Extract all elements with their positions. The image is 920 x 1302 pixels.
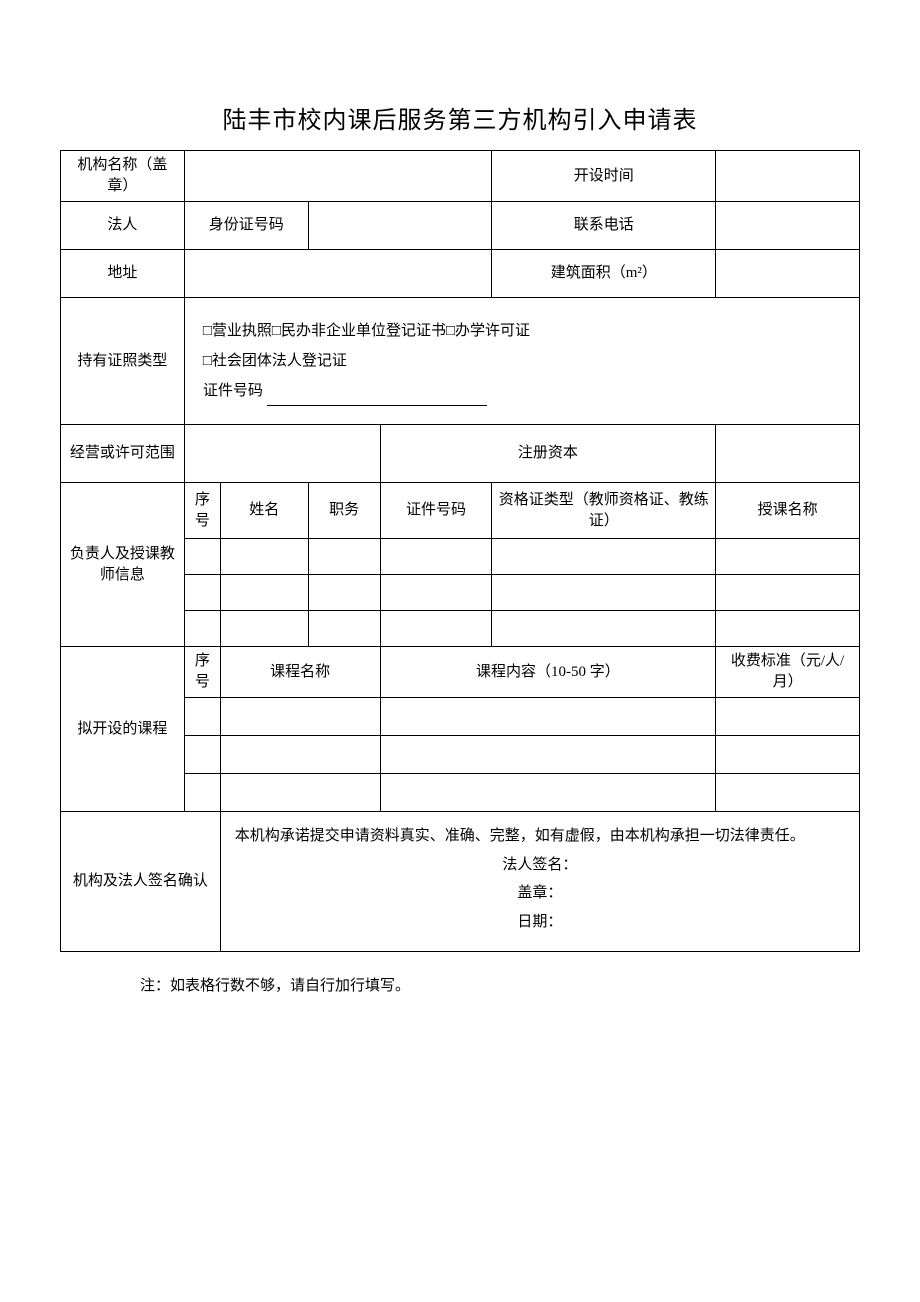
teacher-header-name: 姓名 (220, 483, 308, 539)
date-label: 日期： (235, 908, 845, 937)
table-row[interactable] (184, 539, 220, 575)
sign-label: 法人签名： (235, 851, 845, 880)
table-row[interactable] (716, 736, 860, 774)
table-row[interactable] (492, 575, 716, 611)
table-row[interactable] (220, 774, 380, 812)
phone-label: 联系电话 (492, 202, 716, 250)
scope-label: 经营或许可范围 (61, 425, 185, 483)
table-row[interactable] (220, 611, 308, 647)
cert-no-label: 证件号码 (203, 383, 263, 399)
cert-no-input[interactable] (267, 405, 487, 406)
legal-person-label: 法人 (61, 202, 185, 250)
scope-input[interactable] (184, 425, 380, 483)
table-row[interactable] (308, 539, 380, 575)
course-header-content: 课程内容（10-50 字） (380, 647, 716, 698)
confirm-content[interactable]: 本机构承诺提交申请资料真实、准确、完整，如有虚假，由本机构承担一切法律责任。 法… (220, 812, 859, 952)
table-row[interactable] (220, 736, 380, 774)
address-input[interactable] (184, 250, 492, 298)
org-name-input[interactable] (184, 151, 492, 202)
course-header-fee: 收费标准（元/人/月） (716, 647, 860, 698)
confirm-label: 机构及法人签名确认 (61, 812, 221, 952)
table-row[interactable] (380, 774, 716, 812)
id-number-label: 身份证号码 (184, 202, 308, 250)
promise-text: 本机构承诺提交申请资料真实、准确、完整，如有虚假，由本机构承担一切法律责任。 (235, 822, 845, 851)
license-type-label: 持有证照类型 (61, 298, 185, 425)
table-row[interactable] (220, 575, 308, 611)
table-row[interactable] (184, 611, 220, 647)
address-label: 地址 (61, 250, 185, 298)
teacher-header-coursename: 授课名称 (716, 483, 860, 539)
table-row[interactable] (184, 774, 220, 812)
table-row[interactable] (716, 575, 860, 611)
teacher-header-seq: 序号 (184, 483, 220, 539)
table-row[interactable] (716, 539, 860, 575)
license-options-cell[interactable]: □营业执照□民办非企业单位登记证书□办学许可证 □社会团体法人登记证 证件号码 (184, 298, 859, 425)
area-label: 建筑面积（m²） (492, 250, 716, 298)
course-header-name: 课程名称 (220, 647, 380, 698)
id-number-input[interactable] (308, 202, 492, 250)
table-row[interactable] (492, 611, 716, 647)
table-row[interactable] (380, 539, 492, 575)
license-opt-business[interactable]: □营业执照 (203, 323, 272, 339)
table-row[interactable] (184, 736, 220, 774)
teacher-header-position: 职务 (308, 483, 380, 539)
footer-note: 注：如表格行数不够，请自行加行填写。 (140, 974, 860, 995)
table-row[interactable] (184, 575, 220, 611)
table-row[interactable] (716, 611, 860, 647)
course-section-label: 拟开设的课程 (61, 647, 185, 812)
teacher-header-certno: 证件号码 (380, 483, 492, 539)
application-form-table: 机构名称（盖章） 开设时间 法人 身份证号码 联系电话 地址 建筑面积（m²） … (60, 150, 860, 952)
table-row[interactable] (184, 698, 220, 736)
page-title: 陆丰市校内课后服务第三方机构引入申请表 (60, 100, 860, 135)
table-row[interactable] (220, 698, 380, 736)
open-time-label: 开设时间 (492, 151, 716, 202)
table-row[interactable] (380, 698, 716, 736)
table-row[interactable] (308, 611, 380, 647)
license-opt-school[interactable]: □办学许可证 (446, 323, 530, 339)
capital-label: 注册资本 (380, 425, 716, 483)
org-name-label: 机构名称（盖章） (61, 151, 185, 202)
table-row[interactable] (380, 736, 716, 774)
table-row[interactable] (380, 611, 492, 647)
license-opt-social[interactable]: □社会团体法人登记证 (203, 353, 347, 369)
area-input[interactable] (716, 250, 860, 298)
license-opt-ngo[interactable]: □民办非企业单位登记证书 (272, 323, 446, 339)
table-row[interactable] (716, 698, 860, 736)
teacher-header-qualtype: 资格证类型（教师资格证、教练证） (492, 483, 716, 539)
table-row[interactable] (716, 774, 860, 812)
capital-input[interactable] (716, 425, 860, 483)
teacher-section-label: 负责人及授课教师信息 (61, 483, 185, 647)
table-row[interactable] (308, 575, 380, 611)
course-header-seq: 序号 (184, 647, 220, 698)
table-row[interactable] (492, 539, 716, 575)
table-row[interactable] (220, 539, 308, 575)
table-row[interactable] (380, 575, 492, 611)
phone-input[interactable] (716, 202, 860, 250)
open-time-input[interactable] (716, 151, 860, 202)
seal-label: 盖章： (235, 879, 845, 908)
